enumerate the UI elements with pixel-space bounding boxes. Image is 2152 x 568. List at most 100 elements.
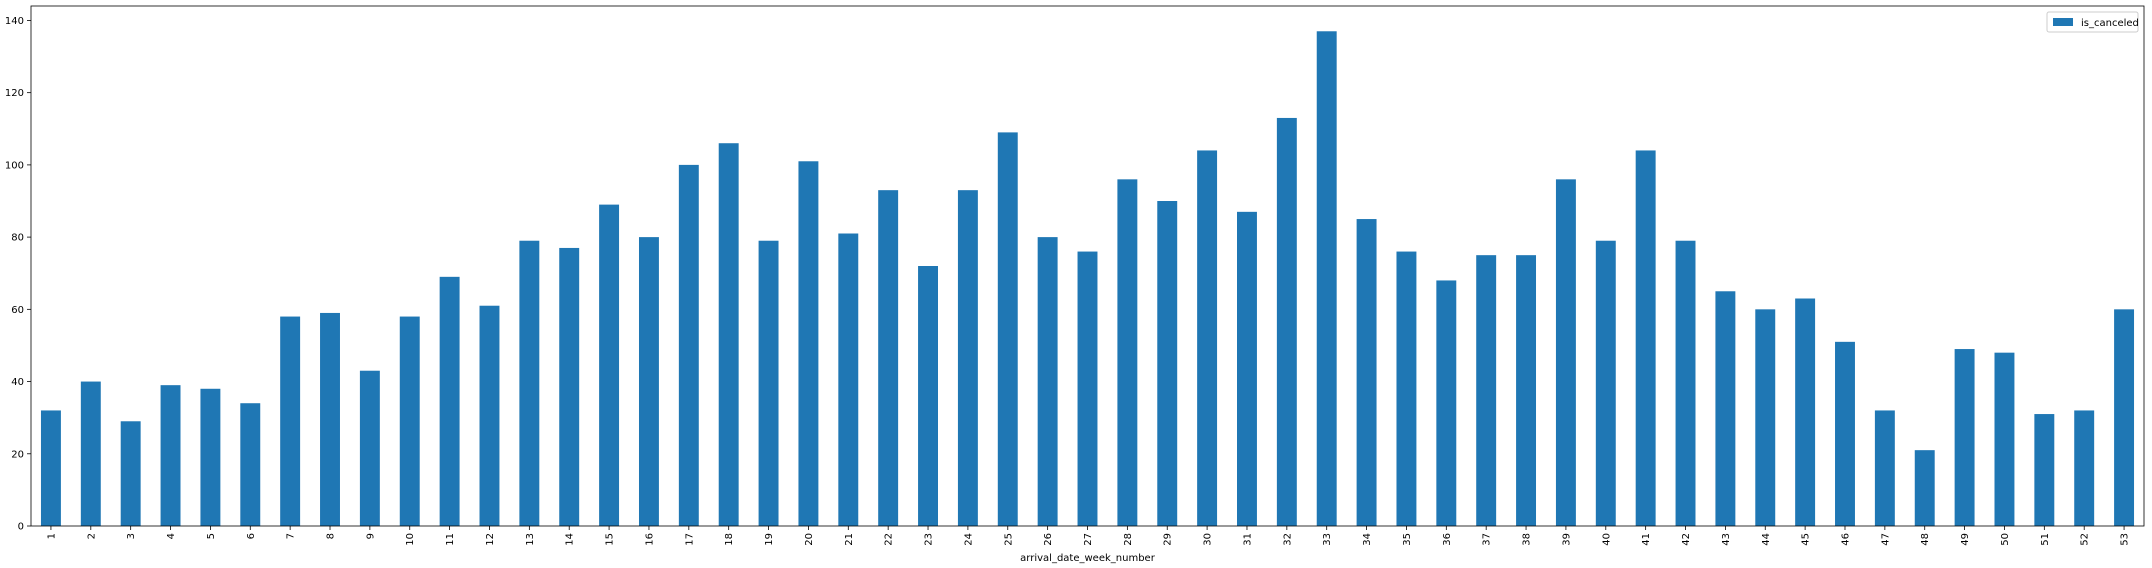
x-tick-label: 22 [884,533,895,546]
x-tick-label: 49 [1960,533,1971,546]
bar-week-17 [678,164,699,526]
bar-week-52 [2074,410,2095,526]
x-tick-label: 6 [246,533,257,539]
x-tick-label: 38 [1522,533,1533,546]
bar-week-15 [599,204,620,526]
bar-week-39 [1555,179,1576,527]
x-tick-label: 5 [206,533,217,539]
y-tick-label: 100 [5,160,24,171]
bar-week-11 [439,276,460,526]
legend-label: is_canceled [2081,18,2139,29]
x-tick-label: 20 [804,533,815,546]
y-tick-label: 0 [18,522,24,533]
bar-week-38 [1516,255,1537,526]
bar-week-19 [758,240,779,526]
bar-week-1 [40,410,61,526]
x-tick-label: 40 [1601,533,1612,546]
bar-week-26 [1037,237,1058,526]
bar-week-28 [1117,179,1138,527]
bar-week-8 [320,312,340,526]
x-tick-label: 39 [1561,533,1572,546]
y-tick-label: 80 [11,233,24,244]
bar-week-47 [1874,410,1895,526]
bar-week-53 [2114,309,2135,526]
x-tick-label: 10 [405,533,416,546]
y-tick-label: 60 [11,305,24,316]
x-tick-label: 44 [1761,533,1772,546]
x-tick-label: 4 [166,533,177,539]
bar-week-34 [1356,219,1377,527]
bar-week-13 [519,240,540,526]
x-tick-label: 37 [1482,533,1493,546]
x-tick-label: 8 [326,533,337,539]
x-tick-label: 26 [1043,533,1054,546]
x-tick-label: 21 [844,533,855,546]
bar-week-43 [1715,291,1736,526]
bar-week-5 [200,388,221,526]
x-tick-label: 24 [963,533,974,546]
bar-week-36 [1436,280,1457,526]
x-tick-label: 51 [2040,533,2051,546]
x-tick-label: 53 [2120,533,2131,546]
bar-week-23 [918,266,938,526]
x-axis: 1 2 3 4 5 6 7 8 9 10 11 12 13 14 15 16 17 18 19 20 21 22 23 24 2… [46,526,2131,546]
x-tick-label: 36 [1442,533,1453,546]
bar-week-33 [1316,31,1337,527]
x-tick-label: 17 [684,533,695,546]
bar-week-45 [1795,298,1816,526]
plot-frame [30,5,2145,527]
x-tick-label: 34 [1362,533,1373,546]
bar-week-27 [1077,251,1098,527]
x-tick-label: 32 [1282,533,1293,546]
bar-week-12 [479,305,500,526]
x-tick-label: 30 [1203,533,1214,546]
x-axis-title: arrival_date_week_number [1020,553,1156,564]
bar-week-31 [1237,211,1257,527]
x-tick-label: 18 [724,533,735,546]
bar-week-29 [1157,201,1178,526]
y-tick-label: 120 [5,88,24,99]
x-tick-label: 25 [1003,533,1014,546]
bar-week-21 [838,233,859,526]
bar-week-2 [80,381,101,526]
bar-week-4 [160,385,181,526]
bar-week-51 [2034,414,2055,526]
bar-week-9 [359,370,380,526]
x-tick-label: 7 [286,533,297,539]
y-tick-label: 140 [5,16,24,27]
x-tick-label: 29 [1163,533,1174,546]
x-tick-label: 41 [1641,533,1652,546]
bar-week-44 [1755,309,1776,526]
bar-week-30 [1197,150,1218,526]
bar-week-42 [1675,240,1696,526]
x-tick-label: 33 [1322,533,1333,546]
legend: is_canceled [2046,11,2139,33]
x-tick-label: 47 [1880,533,1891,546]
x-tick-label: 13 [525,533,536,546]
bar-week-24 [957,190,978,526]
x-tick-label: 45 [1801,533,1812,546]
x-tick-label: 23 [924,533,935,546]
y-axis: 0 20 40 60 80 100 120 140 [5,16,31,533]
legend-swatch [2053,18,2073,26]
x-tick-label: 1 [46,533,57,539]
x-tick-label: 2 [86,533,97,539]
bar-week-7 [280,316,301,526]
bar-week-20 [798,161,819,526]
bar-week-41 [1635,150,1656,526]
x-tick-label: 42 [1681,533,1692,546]
bar-week-49 [1954,349,1975,526]
bars [40,31,2135,527]
bar-week-46 [1835,341,1855,526]
bar-week-50 [1994,352,2015,526]
x-tick-label: 12 [485,533,496,546]
bar-week-32 [1276,117,1297,526]
x-tick-label: 43 [1721,533,1732,546]
legend-box [2046,11,2139,33]
x-tick-label: 46 [1840,533,1851,546]
x-tick-label: 11 [445,533,456,546]
x-tick-label: 15 [605,533,616,546]
x-tick-label: 48 [1920,533,1931,546]
y-tick-label: 20 [11,449,24,460]
